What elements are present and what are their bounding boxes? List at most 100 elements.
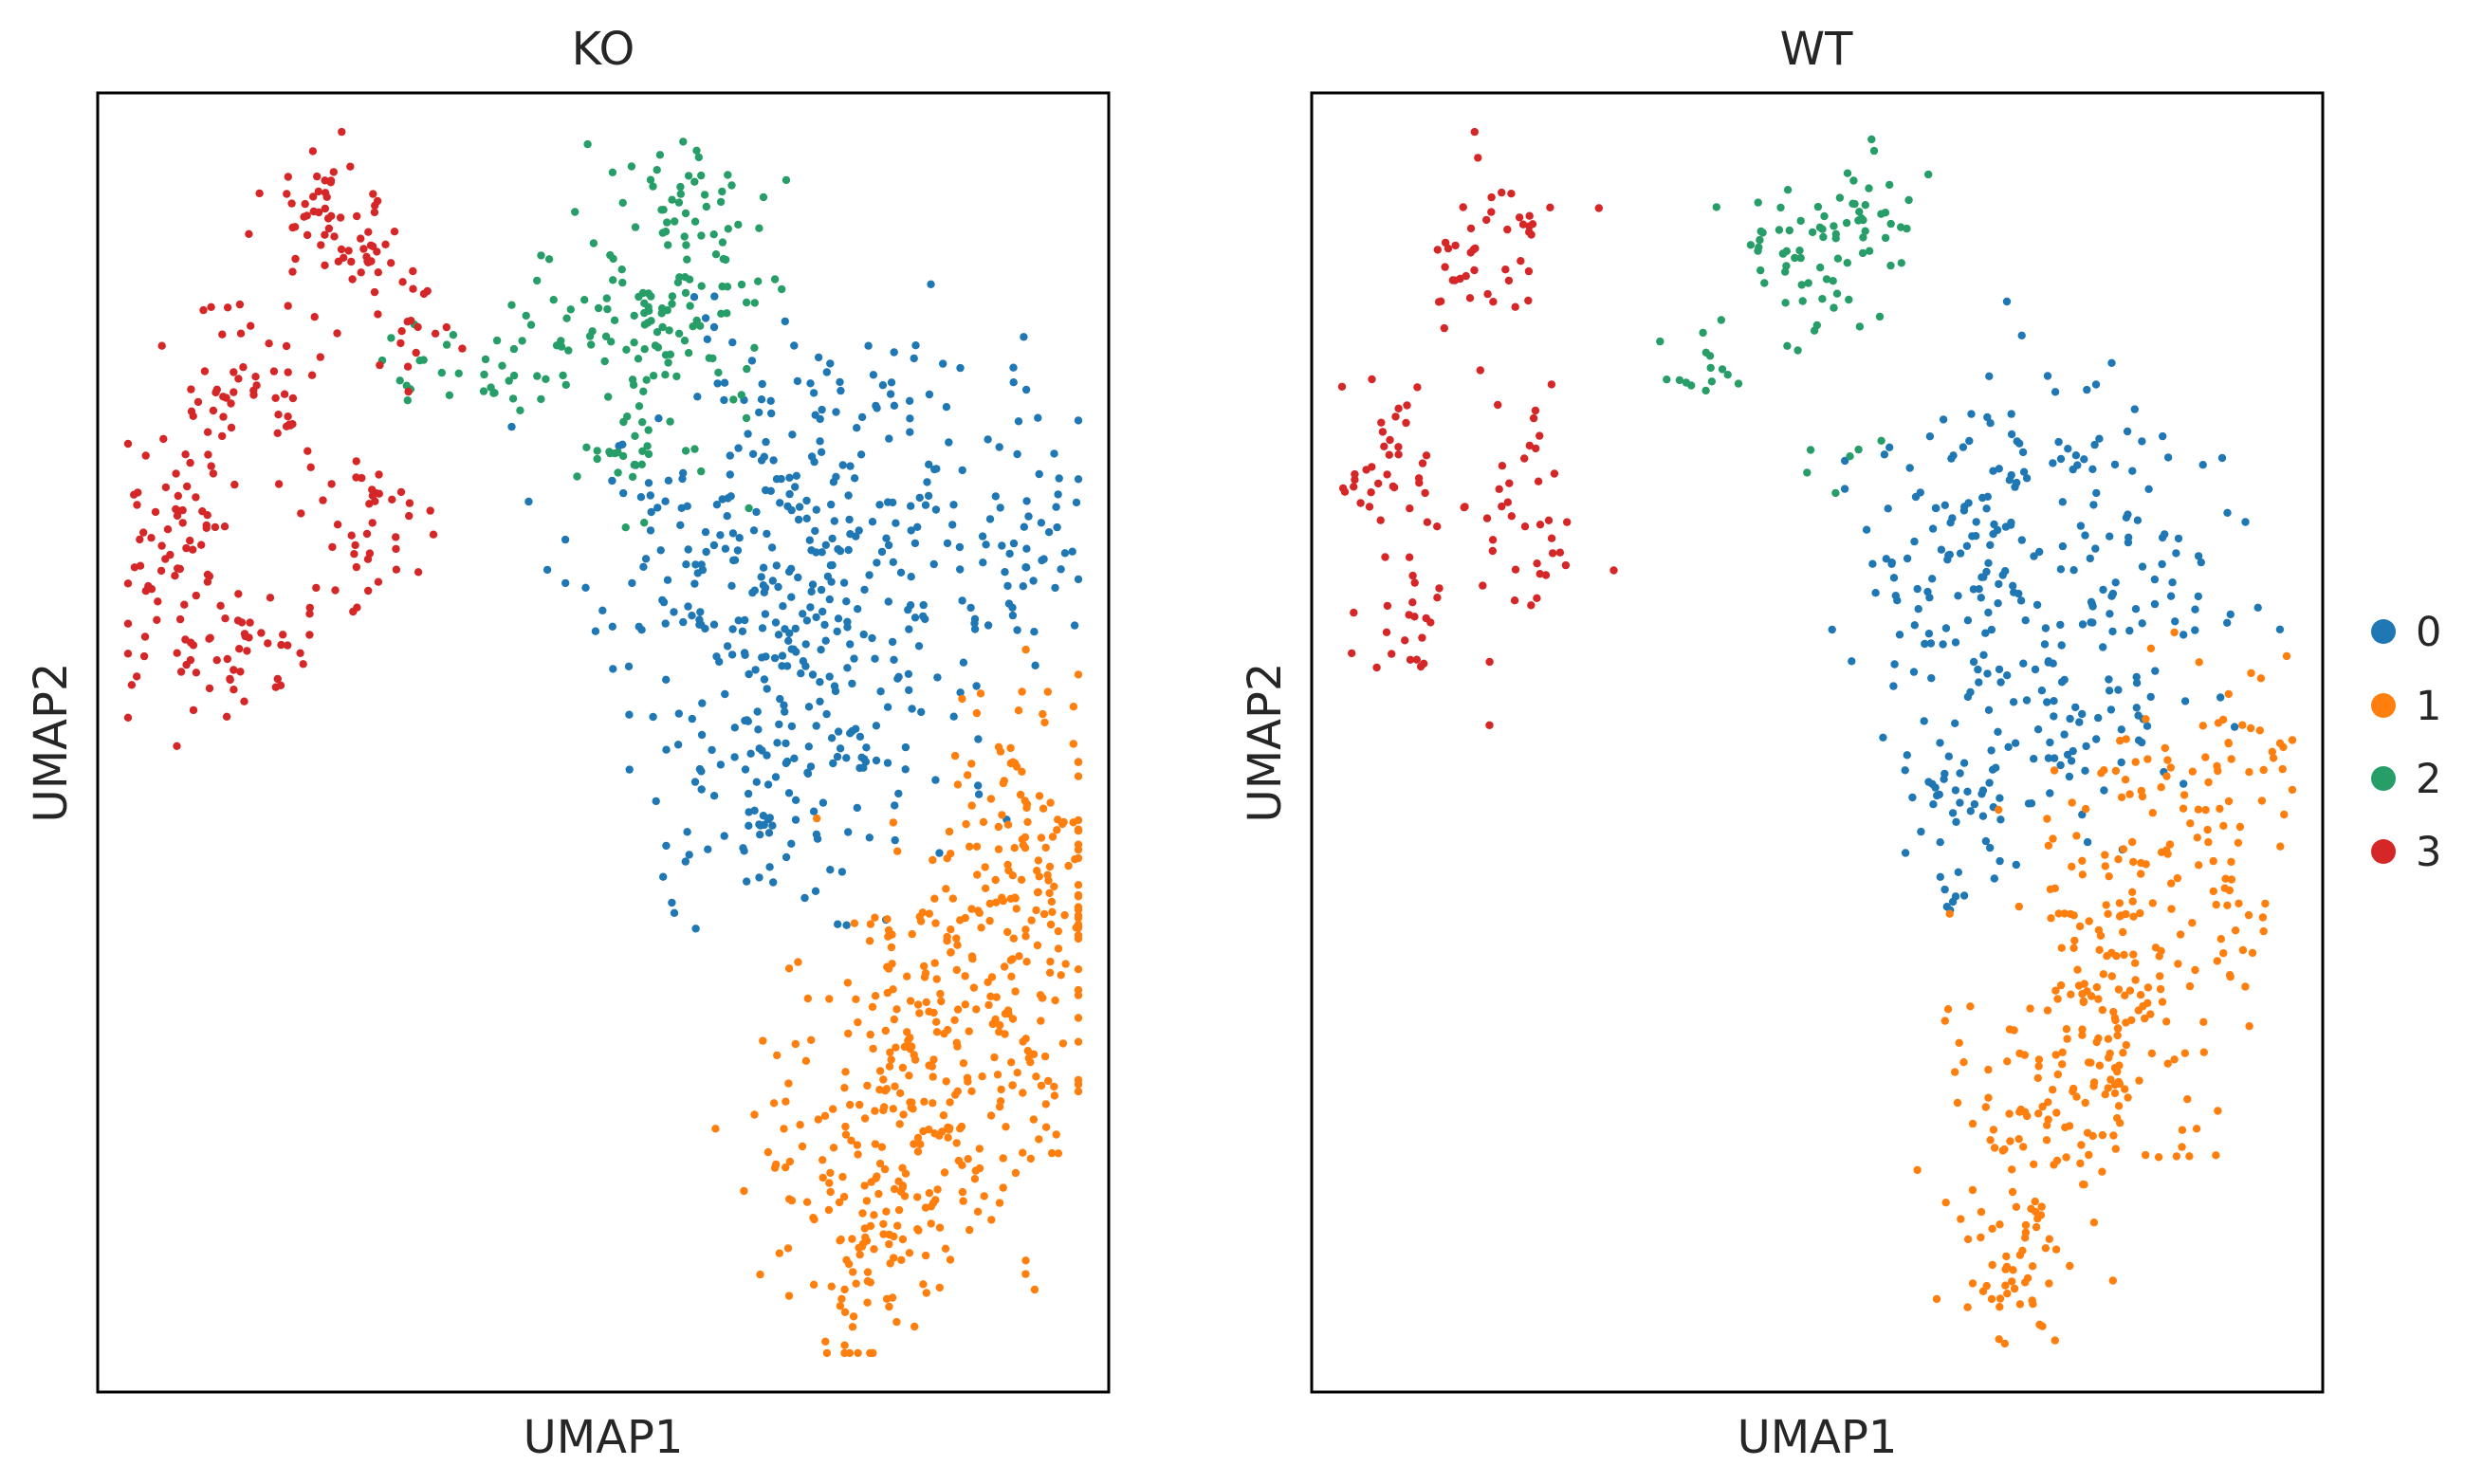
point-ko-cluster-2 [549,296,558,304]
point-ko-cluster-0 [741,716,749,725]
point-wt-cluster-1 [1977,1233,1985,1242]
point-ko-cluster-0 [683,828,691,836]
point-wt-cluster-2 [1813,202,1823,211]
point-ko-cluster-2 [644,449,653,459]
point-wt-cluster-0 [2146,692,2155,702]
point-wt-cluster-0 [1940,501,1949,509]
point-wt-cluster-1 [2227,755,2235,763]
point-ko-cluster-1 [1072,924,1080,932]
point-ko-cluster-1 [962,819,970,829]
point-ko-cluster-0 [625,710,634,719]
point-ko-cluster-3 [306,463,315,471]
point-ko-cluster-1 [1018,687,1026,696]
point-ko-cluster-1 [1074,881,1083,889]
point-ko-cluster-3 [327,480,336,488]
point-wt-cluster-3 [1517,257,1525,266]
panel-ko: KO UMAP1 UMAP2 [25,23,1111,1464]
point-wt-cluster-2 [1795,247,1804,255]
point-wt-cluster-1 [2278,764,2287,774]
point-ko-cluster-0 [764,829,774,837]
point-ko-cluster-3 [230,480,239,489]
point-wt-cluster-2 [1858,248,1867,258]
point-ko-cluster-1 [1057,971,1065,980]
point-ko-cluster-0 [581,583,590,592]
point-ko-cluster-0 [949,712,958,721]
point-ko-cluster-1 [899,1110,908,1119]
point-wt-cluster-0 [2191,626,2199,634]
point-wt-cluster-1 [2033,1214,2042,1223]
point-ko-cluster-1 [1069,703,1078,711]
point-ko-cluster-2 [661,351,671,359]
point-ko-cluster-0 [774,582,782,592]
point-wt-cluster-1 [2104,1084,2112,1092]
point-ko-cluster-3 [219,393,228,401]
point-wt-cluster-1 [2031,1197,2039,1206]
point-ko-cluster-1 [1010,844,1019,852]
point-ko-cluster-1 [920,1097,929,1107]
point-ko-cluster-0 [752,507,761,517]
point-wt-cluster-0 [2124,533,2133,541]
point-ko-cluster-1 [930,894,939,903]
point-wt-cluster-1 [2173,873,2182,883]
point-ko-cluster-2 [655,151,665,159]
point-ko-cluster-3 [409,266,417,276]
point-wt-cluster-0 [2089,501,2098,509]
point-ko-cluster-0 [802,616,812,625]
point-ko-cluster-1 [756,1270,764,1279]
point-ko-cluster-0 [701,314,710,322]
point-wt-cluster-1 [1988,1260,1996,1270]
point-ko-cluster-3 [414,568,423,577]
point-ko-cluster-0 [767,543,777,552]
legend-item-2: 2 [2371,756,2441,803]
point-ko-cluster-0 [1009,378,1018,387]
point-wt-cluster-3 [1351,469,1359,479]
point-ko-cluster-1 [803,994,812,1003]
point-ko-cluster-1 [986,795,996,803]
point-ko-cluster-3 [127,681,137,689]
point-ko-cluster-0 [641,555,651,563]
point-ko-cluster-0 [746,749,755,758]
point-ko-cluster-0 [697,620,706,629]
point-ko-cluster-3 [390,228,399,236]
point-wt-cluster-0 [2051,388,2060,396]
point-ko-cluster-0 [861,758,871,766]
point-wt-cluster-3 [1403,401,1411,410]
point-ko-cluster-0 [761,610,770,618]
point-ko-cluster-1 [973,1207,983,1217]
point-ko-cluster-3 [257,629,266,637]
point-wt-cluster-1 [2219,949,2228,958]
point-ko-cluster-2 [679,137,688,146]
point-ko-cluster-3 [141,587,150,595]
point-ko-cluster-0 [907,573,915,581]
point-ko-cluster-1 [1054,944,1063,953]
point-ko-cluster-2 [630,339,638,347]
point-ko-cluster-1 [810,1215,818,1224]
point-ko-cluster-2 [700,191,709,199]
point-ko-cluster-1 [870,1245,878,1254]
point-ko-cluster-3 [123,619,133,628]
point-ko-cluster-3 [321,230,329,239]
point-ko-cluster-2 [647,317,655,325]
point-wt-cluster-0 [1924,630,1934,638]
point-ko-cluster-1 [967,801,976,810]
point-ko-cluster-0 [744,789,753,798]
point-wt-cluster-3 [1365,503,1374,511]
point-ko-cluster-0 [825,595,834,604]
point-ko-cluster-0 [730,753,739,761]
point-ko-cluster-0 [1030,628,1039,636]
point-ko-cluster-0 [791,483,800,491]
point-wt-cluster-1 [2146,1010,2155,1018]
point-wt-cluster-0 [1956,769,1964,778]
point-ko-cluster-3 [412,348,420,357]
point-ko-cluster-0 [842,921,851,929]
point-ko-cluster-1 [903,972,911,980]
point-wt-cluster-1 [2111,1145,2120,1153]
point-ko-cluster-1 [1046,798,1055,807]
point-ko-cluster-1 [1051,996,1059,1005]
point-ko-cluster-0 [652,797,660,806]
point-ko-cluster-3 [230,666,238,674]
point-wt-cluster-1 [2012,1202,2021,1212]
point-wt-cluster-1 [2198,722,2207,730]
point-ko-cluster-0 [720,378,729,387]
